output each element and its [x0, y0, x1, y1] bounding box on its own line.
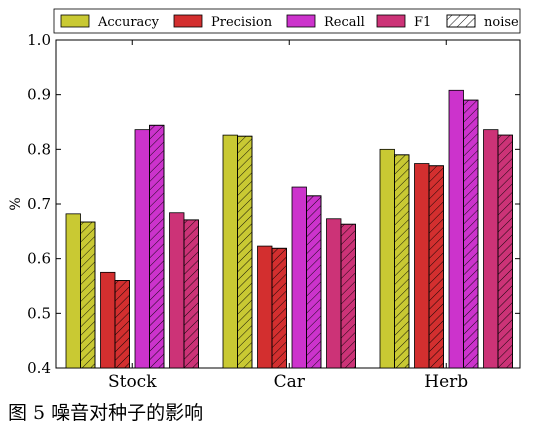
bar: [134, 129, 150, 369]
y-tick-label: 0.6: [27, 250, 51, 268]
legend-swatch-hatch: [446, 14, 476, 28]
bar-hatch-overlay: [114, 280, 130, 369]
x-tick-label: Herb: [424, 372, 468, 392]
bar: [169, 212, 185, 369]
bar: [257, 245, 273, 369]
bar-hatch-overlay: [183, 219, 199, 369]
legend-label: noise: [484, 15, 519, 30]
y-tick-label: 0.5: [27, 304, 51, 322]
bar: [222, 134, 238, 369]
bar-hatch-overlay: [340, 223, 356, 369]
bar: [100, 271, 116, 369]
bar-hatch-overlay: [428, 165, 444, 369]
bar-hatch-overlay: [497, 134, 513, 369]
x-tick-label: Car: [274, 372, 306, 392]
plot-area: 0.4 0.5 0.6 0.7 0.8 0.9 1.0 Stock Car Herb: [27, 31, 521, 392]
legend-swatch: [376, 14, 406, 28]
legend-label: Accuracy: [97, 15, 160, 30]
legend-swatch: [286, 14, 316, 28]
y-tick-label: 1.0: [27, 31, 51, 49]
legend-label: Precision: [211, 15, 273, 30]
bar: [65, 213, 81, 369]
y-tick-label: 0.7: [27, 195, 51, 213]
y-axis-label: %: [8, 197, 24, 210]
y-tick-label: 0.8: [27, 140, 51, 158]
bar: [291, 186, 307, 369]
bar-hatch-overlay: [306, 195, 322, 369]
y-tick-label: 0.4: [27, 359, 51, 377]
x-tick-label: Stock: [108, 372, 157, 392]
legend: Accuracy Precision Recall F1 noise: [53, 8, 521, 34]
legend-label: F1: [414, 15, 431, 30]
legend-label: Recall: [324, 15, 365, 30]
bar: [448, 89, 464, 369]
bar-hatch-overlay: [394, 154, 410, 369]
bar: [326, 218, 342, 369]
bar-hatch-overlay: [149, 124, 165, 369]
bar: [379, 148, 395, 369]
y-tick-label: 0.9: [27, 86, 51, 104]
legend-swatch: [173, 14, 203, 28]
bar-chart: % 0.4 0.5 0.6 0.7 0.8 0.9 1.0 Stock Car Herb Accu…: [8, 8, 521, 392]
bar: [483, 129, 499, 369]
bar-hatch-overlay: [463, 99, 479, 369]
bar-hatch-overlay: [80, 221, 96, 369]
legend-swatch: [60, 14, 90, 28]
bar-hatch-overlay: [271, 247, 287, 369]
figure-caption: 图 5 噪音对种子的影响: [8, 402, 204, 424]
bar-hatch-overlay: [237, 135, 253, 369]
bar: [414, 163, 430, 369]
